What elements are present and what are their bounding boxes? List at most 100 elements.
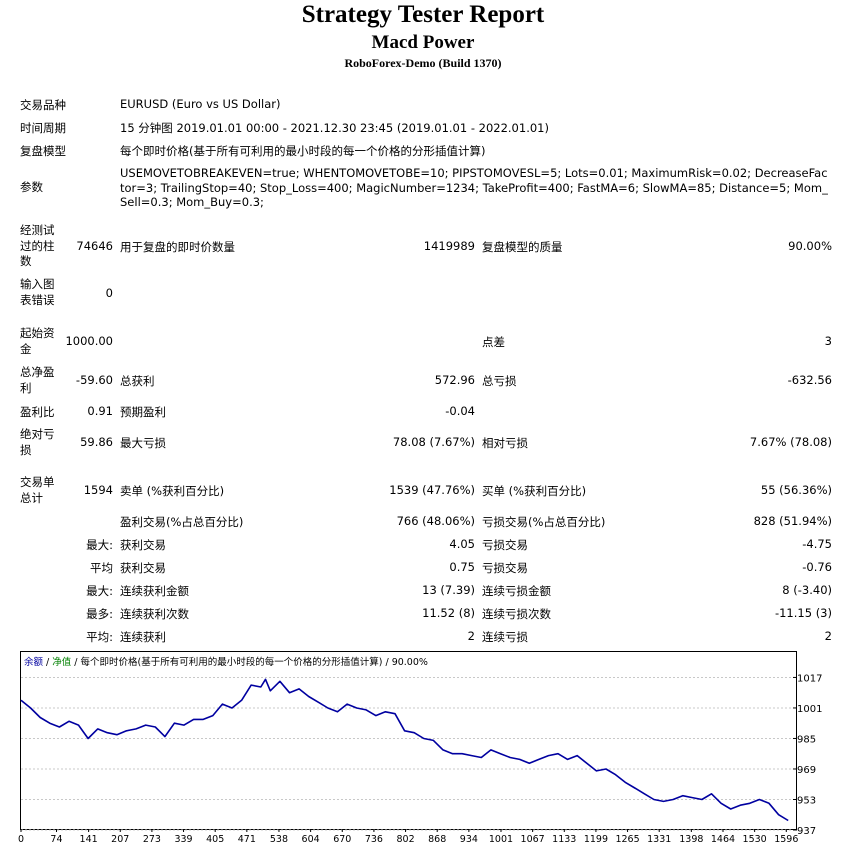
symbol-value: EURUSD (Euro vs US Dollar) [120,97,281,111]
largest-loss-value: -4.75 [802,537,832,551]
largest-win-value: 4.05 [449,537,475,551]
x-tick-label: 141 [80,834,98,845]
x-tick-label: 1398 [679,834,703,845]
gross-profit-label: 总获利 [120,374,155,388]
balance-line [20,678,789,822]
avg-consec-win-label: 连续获利 [120,630,166,644]
bars-label: 经测试过的柱数 [20,223,55,268]
consec-win-money-label: 连续获利金额 [120,584,189,598]
ticks-label: 用于复盘的即时价数量 [120,240,235,254]
x-tick-label: 273 [143,834,161,845]
x-tick-label: 1199 [584,834,608,845]
total-trades-label: 交易单总计 [20,475,55,505]
consec-loss-money-label: 连续亏损金额 [482,584,551,598]
avg-win-value: 0.75 [449,560,475,574]
y-tick-label: 1001 [797,704,822,715]
report-title: Strategy Tester Report [301,1,545,28]
mismatch-value: 0 [105,286,113,300]
x-tick-label: 1001 [489,834,513,845]
deposit-label: 起始资金 [20,326,55,356]
losing-trades-label: 亏损交易(%占总百分比) [482,515,606,529]
balance-chart [20,651,797,830]
x-tick-label: 802 [396,834,414,845]
model-label: 复盘模型 [20,144,66,158]
chart-sep: / [382,657,392,668]
short-label: 卖单 (%获利百分比) [120,484,225,498]
avg-win-label: 获利交易 [120,561,166,575]
consec-win-count-value: 11.52 (8) [422,606,475,620]
period-label: 时间周期 [20,121,66,135]
abs-drawdown-label: 绝对亏损 [20,427,55,457]
chart-model-legend: 每个即时价格(基于所有可利用的最小时段的每一个价格的分形插值计算) [80,657,383,668]
consec-loss-money-value: 8 (-3.40) [782,583,832,597]
largest-win-label: 获利交易 [120,538,166,552]
avg-loss-value: -0.76 [802,560,832,574]
quality-value: 90.00% [788,239,832,253]
params-label: 参数 [20,180,43,194]
x-tick-label: 670 [333,834,351,845]
avg-consec-prefix: 平均: [86,630,113,644]
chart-header: 余额 / 净值 / 每个即时价格(基于所有可利用的最小时段的每一个价格的分形插值… [24,654,428,668]
avg-loss-label: 亏损交易 [482,561,528,575]
x-tick-label: 1596 [774,834,798,845]
x-tick-label: 405 [206,834,224,845]
gross-loss-value: -632.56 [787,373,832,387]
payoff-label: 预期盈利 [120,405,166,419]
strategy-name: Macd Power [371,32,475,53]
model-value: 每个即时价格(基于所有可利用的最小时段的每一个价格的分形插值计算) [120,144,486,158]
gross-profit-value: 572.96 [434,373,475,387]
y-tick-label: 953 [797,795,816,806]
params-value: USEMOVETOBREAKEVEN=true; WHENTOMOVETOBE=… [120,166,828,209]
most-prefix: 最多: [86,607,113,621]
x-tick-label: 1133 [552,834,576,845]
server-build: RoboForex-Demo (Build 1370) [344,56,502,70]
x-tick-label: 471 [238,834,256,845]
long-value: 55 (56.36%) [760,483,832,497]
chart-balance-legend: 余额 [24,657,44,668]
y-tick-label: 1017 [797,673,822,684]
symbol-label: 交易品种 [20,98,66,112]
winning-trades-label: 盈利交易(%占总百分比) [120,515,244,529]
period-value: 15 分钟图 2019.01.01 00:00 - 2021.12.30 23:… [120,121,549,135]
max-drawdown-label: 最大亏损 [120,436,166,450]
quality-label: 复盘模型的质量 [482,240,563,254]
long-label: 买单 (%获利百分比) [482,484,587,498]
profit-factor-value: 0.91 [87,404,113,418]
winning-trades-value: 766 (48.06%) [396,514,475,528]
x-tick-label: 934 [460,834,478,845]
spread-value: 3 [824,334,832,348]
y-tick-label: 937 [797,826,816,837]
x-tick-label: 74 [50,834,62,845]
x-tick-label: 1265 [615,834,639,845]
x-tick-label: 1464 [711,834,735,845]
ticks-value: 1419989 [423,239,475,253]
x-tick-label: 1331 [647,834,671,845]
x-tick-label: 1067 [521,834,545,845]
x-tick-label: 0 [18,834,24,845]
avg-consec-loss-label: 连续亏损 [482,630,528,644]
avg-consec-win-value: 2 [467,629,475,643]
y-tick-label: 969 [797,765,816,776]
abs-drawdown-value: 59.86 [80,435,113,449]
y-tick-label: 985 [797,734,816,745]
x-tick-label: 868 [428,834,446,845]
short-value: 1539 (47.76%) [389,483,475,497]
consec-win-money-value: 13 (7.39) [422,583,475,597]
x-tick-label: 538 [270,834,288,845]
rel-drawdown-label: 相对亏损 [482,436,528,450]
chart-quality-legend: 90.00% [391,657,428,668]
rel-drawdown-value: 7.67% (78.08) [749,435,832,449]
bars-value: 74646 [76,239,113,253]
gross-loss-label: 总亏损 [482,374,517,388]
average-prefix: 平均 [90,561,113,575]
chart-equity-legend: 净值 [52,657,72,668]
x-tick-label: 207 [111,834,129,845]
chart-sep: / [71,657,81,668]
consec-win-count-label: 连续获利次数 [120,607,189,621]
payoff-value: -0.04 [445,404,475,418]
largest-loss-label: 亏损交易 [482,538,528,552]
net-profit-label: 总净盈利 [20,365,55,395]
consec-loss-count-label: 连续亏损次数 [482,607,551,621]
losing-trades-value: 828 (51.94%) [753,514,832,528]
